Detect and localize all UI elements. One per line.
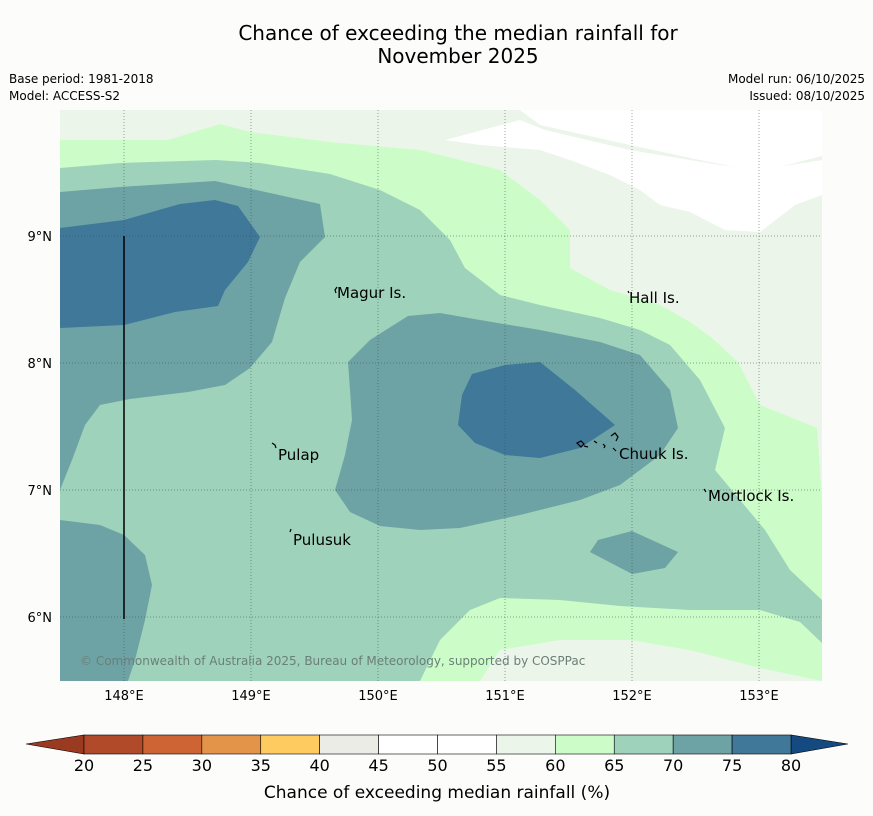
colorbar-cell (496, 734, 556, 755)
meta-left: Base period: 1981-2018 Model: ACCESS-S2 (9, 71, 154, 105)
rainfall-map: Magur Is. Hall Is. Pulap Chuuk Is. Mortl… (60, 110, 822, 681)
colorbar-tick-label: 20 (74, 756, 94, 775)
graticule (60, 110, 822, 681)
colorbar-cells (83, 734, 792, 755)
colorbar: 20 25 30 35 40 45 50 55 60 65 70 75 80 Chance of exc… (25, 734, 849, 803)
band-white-north (430, 110, 822, 172)
place-labels: Magur Is. Hall Is. Pulap Chuuk Is. Mortl… (278, 284, 794, 549)
colorbar-under-arrow (25, 734, 85, 755)
colorbar-tick-label: 60 (545, 756, 565, 775)
title-line-1: Chance of exceeding the median rainfall … (238, 21, 678, 45)
colorbar-tick-label: 70 (663, 756, 683, 775)
colorbar-tick-label: 55 (486, 756, 506, 775)
model-run: Model run: 06/10/2025 (727, 72, 865, 86)
colorbar-over-arrow (790, 734, 849, 755)
colorbar-cell (201, 734, 262, 755)
model-name: Model: ACCESS-S2 (9, 89, 121, 103)
band-white-northeast (445, 120, 822, 232)
title-line-2: November 2025 (377, 44, 539, 68)
label-pulap: Pulap (278, 446, 319, 464)
colorbar-tick-label: 25 (133, 756, 153, 775)
band-70-75-southeast-patch (590, 531, 678, 574)
lat-label-9n: 9°N (28, 230, 53, 245)
lon-label-148: 148°E (104, 689, 144, 704)
colorbar-cell (83, 734, 144, 755)
band-75-80-central (458, 362, 615, 458)
island-outlines (271, 286, 707, 533)
base-period: Base period: 1981-2018 (9, 72, 154, 86)
colorbar-tick-label: 80 (781, 756, 801, 775)
colorbar-cell (437, 734, 497, 755)
colorbar-tick-label: 65 (604, 756, 624, 775)
colorbar-cell (672, 734, 733, 755)
chuuk-islands (575, 432, 619, 452)
label-hall: Hall Is. (629, 289, 680, 307)
meta-right: Model run: 06/10/2025 Issued: 08/10/2025 (728, 71, 865, 105)
lat-label-8n: 8°N (28, 357, 53, 372)
colorbar-cell (731, 734, 792, 755)
lon-label-152: 152°E (612, 689, 652, 704)
longitude-labels: 148°E 149°E 150°E 151°E 152°E 153°E (104, 689, 779, 704)
mortlock-island (703, 488, 707, 493)
map-title: Chance of exceeding the median rainfall … (0, 22, 873, 68)
colorbar-tick-label: 75 (722, 756, 742, 775)
issued-date: Issued: 08/10/2025 (749, 89, 865, 103)
colorbar-ticks: 20 25 30 35 40 45 50 55 60 65 70 75 80 (74, 756, 801, 775)
band-75-80-west (60, 200, 260, 328)
lon-label-150: 150°E (358, 689, 398, 704)
colorbar-cell (260, 734, 320, 755)
label-chuuk: Chuuk Is. (619, 445, 688, 463)
colorbar-cell (319, 734, 379, 755)
colorbar-tick-label: 45 (368, 756, 388, 775)
band-70-75-southwest (60, 520, 152, 681)
colorbar-tick-label: 40 (309, 756, 329, 775)
band-60-65-south-light (480, 640, 822, 681)
pulap-island (271, 442, 277, 449)
colorbar-title: Chance of exceeding median rainfall (%) (264, 783, 610, 803)
colorbar-cell (142, 734, 203, 755)
label-mortlock: Mortlock Is. (708, 487, 794, 505)
colorbar-cell (378, 734, 438, 755)
colorbar-cell (613, 734, 674, 755)
lon-label-151: 151°E (485, 689, 525, 704)
label-magur: Magur Is. (337, 284, 406, 302)
latitude-labels: 9°N 8°N 7°N 6°N (28, 230, 53, 626)
pulusuk-island (289, 528, 292, 533)
colorbar-tick-label: 35 (251, 756, 271, 775)
copyright-notice: © Commonwealth of Australia 2025, Bureau… (80, 654, 585, 668)
colorbar-tick-label: 30 (192, 756, 212, 775)
label-pulusuk: Pulusuk (293, 531, 351, 549)
magur-island (334, 286, 338, 294)
lon-label-153: 153°E (739, 689, 779, 704)
colorbar-tick-label: 50 (427, 756, 447, 775)
hall-island (627, 290, 630, 294)
lat-label-7n: 7°N (28, 484, 53, 499)
lon-label-149: 149°E (231, 689, 271, 704)
lat-label-6n: 6°N (28, 611, 53, 626)
colorbar-cell (555, 734, 615, 755)
